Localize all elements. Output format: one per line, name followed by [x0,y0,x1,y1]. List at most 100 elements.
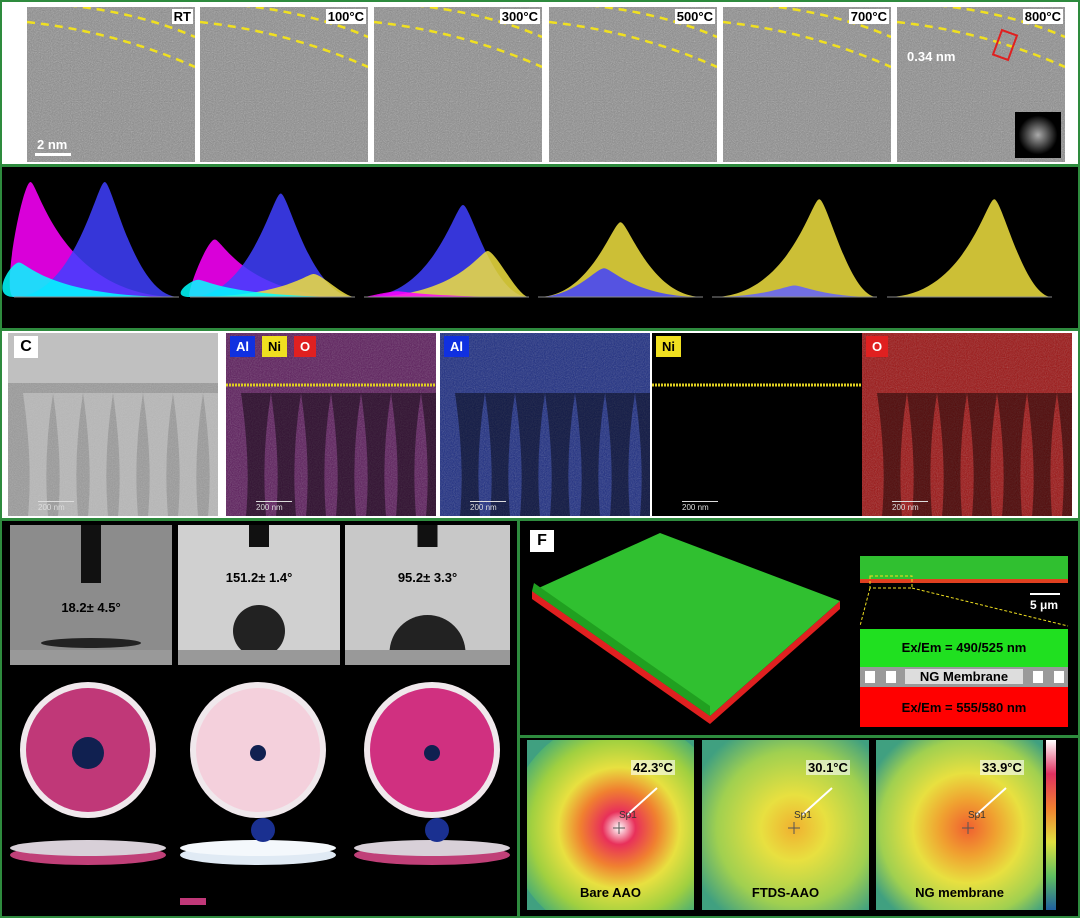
heat-spot [527,740,694,910]
pore [391,393,421,516]
tem-image: 500°C [549,7,717,162]
graphic [440,333,650,516]
pore [421,393,436,516]
edge-line [245,7,368,39]
map-image: 200 nm [652,333,862,516]
cross-red [860,579,1068,583]
tem-image: 800°C 0.34 nm [897,7,1065,162]
pore [1027,393,1057,516]
pore [331,393,361,516]
disc-top [10,840,166,856]
edge-line [594,7,717,39]
top-layer [8,333,218,383]
spectrum-peak [538,222,703,297]
edge-line [897,20,1065,69]
pore [545,393,575,516]
edge-line [374,20,542,69]
layer-label: NG Membrane [905,669,1023,684]
layer-red [860,687,1068,727]
map-image: 200 nm [862,333,1072,516]
pore [886,671,896,683]
drop [72,737,104,769]
graphic [27,7,195,162]
temperature-label: 300°C [499,9,540,24]
spectrum-peak [14,182,179,297]
edge-line [942,7,1065,39]
crosshair [613,822,625,834]
graphic [549,7,717,162]
thermal-image: 42.3°C Sp1 Bare AAO [527,740,694,910]
edge-line [200,20,368,69]
cross-section [860,556,1068,581]
graphic [652,383,862,387]
temperature-label: 500°C [674,9,715,24]
pore [635,393,650,516]
noise [226,333,436,516]
drop [424,745,440,761]
crosshair [788,822,800,834]
temperature-label: 42.3°C [631,760,675,775]
element-tag: O [866,336,889,357]
contact-angle: 151.2± 1.4° [225,570,293,585]
element-tag: Ni [262,336,287,357]
panel-label: C [14,336,38,358]
spectrum-peak [2,262,180,297]
lattice-box [991,28,1019,62]
pointer [626,787,658,816]
spectrum-peak [887,199,1052,297]
pointer [801,787,833,816]
droplet [233,605,285,657]
slab-side [532,591,840,724]
tem-image: 100°C [200,7,368,162]
graphic [862,333,1072,516]
spectrum-peak [364,291,529,297]
drop [250,745,266,761]
edge-line [723,20,891,69]
droplet [389,615,466,653]
edge-line [549,20,717,69]
drop-3d [425,818,449,842]
pore [877,393,907,516]
slab [532,533,840,716]
thermal-image: 30.1°C Sp1 FTDS-AAO [702,740,869,910]
scale-bar-label: 200 nm [256,503,283,512]
graphic [178,525,340,665]
colorbar [1046,740,1056,910]
temperature-label: 33.9°C [980,760,1024,775]
needle [417,525,438,547]
lattice-label: 0.34 nm [907,49,956,64]
disc-top [354,840,510,856]
slab-edge [532,583,710,716]
pore [1033,671,1043,683]
substrate [178,650,340,665]
drop-3d [251,818,275,842]
layer-label: Ex/Em = 490/525 nm [901,640,1027,655]
pore [515,393,545,516]
noise [27,7,195,162]
zoom-line [859,587,871,627]
graphic [374,7,542,162]
legend-swatch [180,898,206,905]
spectrum-peak [190,274,355,297]
pore [485,393,515,516]
needle [81,525,101,583]
droplet [41,638,141,648]
scale-bar-label: 200 nm [682,503,709,512]
temperature-label: 800°C [1022,9,1063,24]
scale-bar [35,153,71,156]
pore [301,393,331,516]
noise [440,333,650,516]
edge-line [419,7,542,39]
pore [997,393,1027,516]
pointer [975,787,1007,816]
graphic [200,7,368,162]
pore [173,393,203,516]
crosshair [962,822,974,834]
scale-bar-label: 200 nm [470,503,497,512]
panel-label: F [530,530,554,552]
edge-line [72,7,195,39]
disc-top [180,840,336,856]
graphic [527,740,694,910]
noise [374,7,542,162]
pore [361,393,391,516]
